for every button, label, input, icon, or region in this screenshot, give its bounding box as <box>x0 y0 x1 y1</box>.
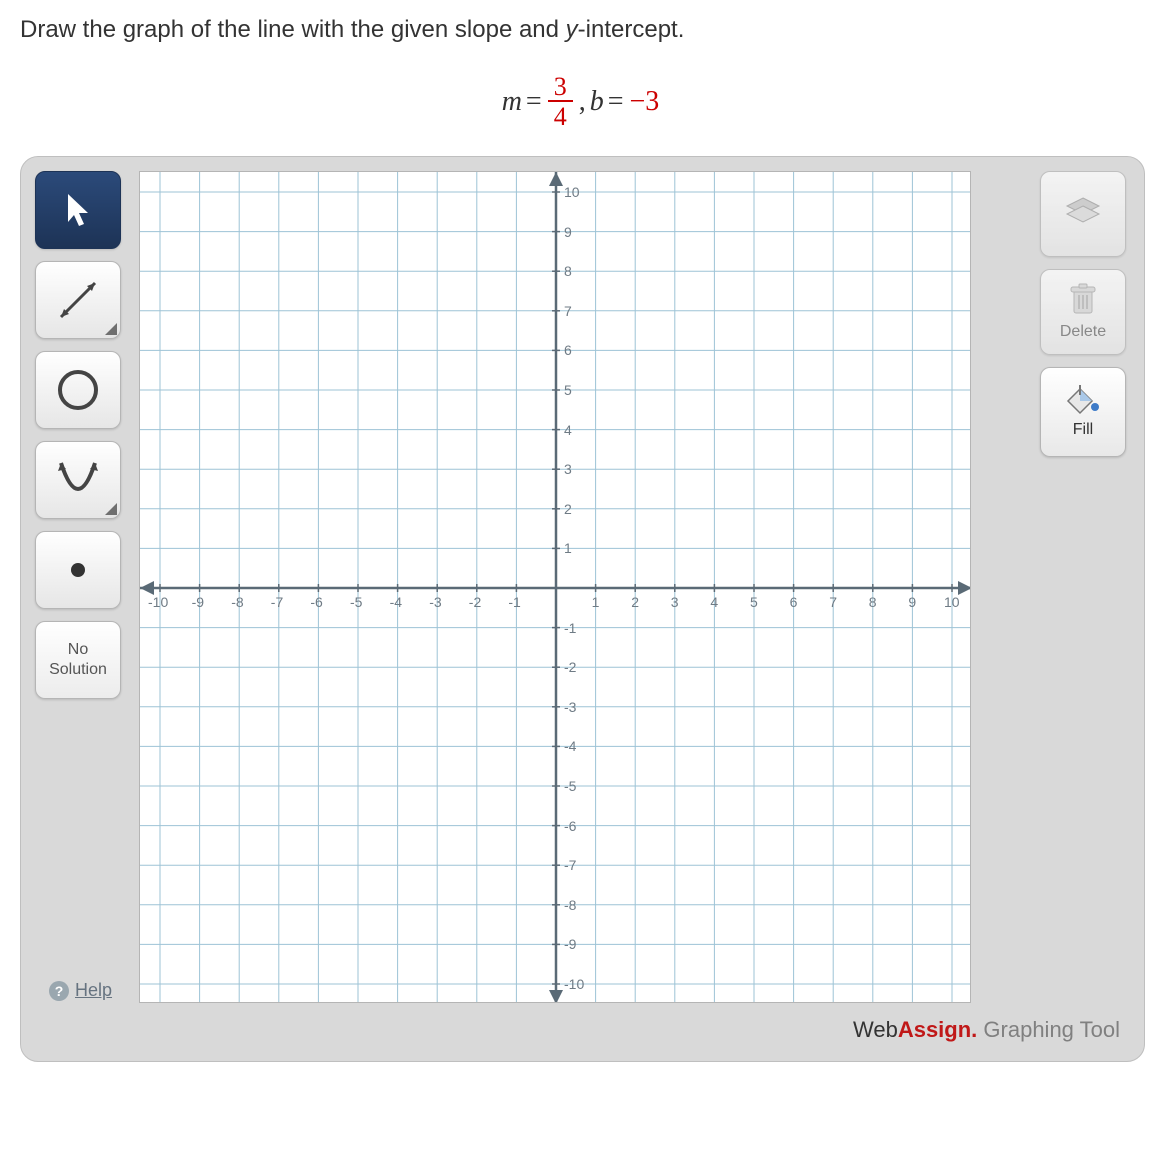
axis-tick-label: 10 <box>944 594 960 610</box>
axis-tick-label: -10 <box>148 594 168 610</box>
no-solution-label-2: Solution <box>49 660 107 680</box>
instruction-suffix: -intercept. <box>578 16 685 43</box>
axis-tick-label: 2 <box>631 594 639 610</box>
axis-tick-label: 6 <box>790 594 798 610</box>
axis-tick-label: -7 <box>271 594 283 610</box>
axis-tick-label: 1 <box>564 540 572 556</box>
help-link[interactable]: Help <box>75 980 112 1001</box>
delete-label: Delete <box>1060 323 1106 341</box>
axis-tick-label: -8 <box>564 897 576 913</box>
axis-tick-label: -9 <box>192 594 204 610</box>
menu-corner-icon <box>105 323 117 335</box>
no-solution-label-1: No <box>68 640 88 660</box>
right-toolbar: Delete Fill <box>1040 171 1130 457</box>
instruction-text: Draw the graph of the line with the give… <box>0 0 1159 54</box>
axis-tick-label: -3 <box>429 594 441 610</box>
axis-tick-label: 3 <box>564 461 572 477</box>
axis-tick-label: -7 <box>564 857 576 873</box>
axis-tick-label: -8 <box>231 594 243 610</box>
line-tool-button[interactable] <box>35 261 121 339</box>
brand-web: Web <box>853 1017 898 1042</box>
fill-icon <box>1066 385 1100 415</box>
graphing-tool-panel: No Solution -10 -9 -8 -7 -6 -5 -4 -3 -2 -1 1 2 3 4 5 6 7… <box>20 156 1145 1062</box>
axis-tick-label: -9 <box>564 936 576 952</box>
axis-tick-label: 5 <box>750 594 758 610</box>
graph-layers-button[interactable] <box>1040 171 1126 257</box>
point-tool-button[interactable] <box>35 531 121 609</box>
select-tool-button[interactable] <box>35 171 121 249</box>
axis-tick-label: 4 <box>710 594 718 610</box>
axis-tick-label: 6 <box>564 342 572 358</box>
line-icon <box>53 275 103 325</box>
axis-tick-label: -1 <box>564 620 576 636</box>
fill-button[interactable]: Fill <box>1040 367 1126 457</box>
axis-tick-label: -2 <box>469 594 481 610</box>
axis-tick-label: -6 <box>564 818 576 834</box>
axis-tick-label: -6 <box>310 594 322 610</box>
axis-tick-label: 5 <box>564 382 572 398</box>
help-row: ? Help <box>49 980 112 1001</box>
footer-branding: WebAssign. Graphing Tool <box>35 1003 1130 1047</box>
circle-tool-button[interactable] <box>35 351 121 429</box>
axis-tick-label: 9 <box>564 224 572 240</box>
axis-tick-label: -5 <box>564 778 576 794</box>
eq-fraction: 3 4 <box>548 74 573 130</box>
instruction-italic-y: y <box>566 16 578 43</box>
axis-tick-label: 2 <box>564 501 572 517</box>
point-icon <box>71 563 85 577</box>
eq-frac-den: 4 <box>548 102 573 130</box>
fill-label: Fill <box>1073 421 1093 439</box>
axis-tick-label: -10 <box>564 976 584 992</box>
eq-b-val: −3 <box>630 86 660 118</box>
axis-tick-label: -3 <box>564 699 576 715</box>
grid-svg <box>140 172 971 1003</box>
axis-tick-label: 3 <box>671 594 679 610</box>
axis-tick-label: 8 <box>564 263 572 279</box>
equation-row: m = 3 4 , b = −3 <box>0 54 1159 148</box>
help-icon: ? <box>49 981 69 1001</box>
axis-tick-label: 9 <box>908 594 916 610</box>
parabola-icon <box>53 455 103 505</box>
axis-tick-label: 1 <box>592 594 600 610</box>
axis-tick-label: 10 <box>564 184 580 200</box>
cursor-icon <box>60 190 96 230</box>
parabola-tool-button[interactable] <box>35 441 121 519</box>
eq-m: m <box>502 86 522 118</box>
axis-tick-label: -1 <box>508 594 520 610</box>
axis-tick-label: -5 <box>350 594 362 610</box>
axis-tick-label: 8 <box>869 594 877 610</box>
eq-comma: , <box>579 86 586 118</box>
menu-corner-icon <box>105 503 117 515</box>
left-toolbar: No Solution <box>35 171 125 699</box>
circle-icon <box>54 366 102 414</box>
graph-canvas[interactable]: -10 -9 -8 -7 -6 -5 -4 -3 -2 -1 1 2 3 4 5 6 7 8 9 10 10 9 8 7 6 5 4… <box>139 171 971 1003</box>
axis-tick-label: -4 <box>390 594 402 610</box>
instruction-prefix: Draw the graph of the line with the give… <box>20 16 566 43</box>
eq-eq2: = <box>608 86 624 118</box>
layers-icon <box>1065 196 1101 226</box>
eq-b: b <box>590 86 604 118</box>
axis-tick-label: 7 <box>564 303 572 319</box>
trash-icon <box>1068 283 1098 317</box>
axis-tick-label: 4 <box>564 422 572 438</box>
axis-tick-label: 7 <box>829 594 837 610</box>
eq-frac-num: 3 <box>548 74 573 102</box>
no-solution-button[interactable]: No Solution <box>35 621 121 699</box>
axis-tick-label: -2 <box>564 659 576 675</box>
eq-eq1: = <box>526 86 542 118</box>
brand-tool: Graphing Tool <box>977 1017 1120 1042</box>
delete-button[interactable]: Delete <box>1040 269 1126 355</box>
brand-assign: Assign. <box>898 1017 977 1042</box>
axis-tick-label: -4 <box>564 738 576 754</box>
equation: m = 3 4 , b = −3 <box>500 74 660 130</box>
